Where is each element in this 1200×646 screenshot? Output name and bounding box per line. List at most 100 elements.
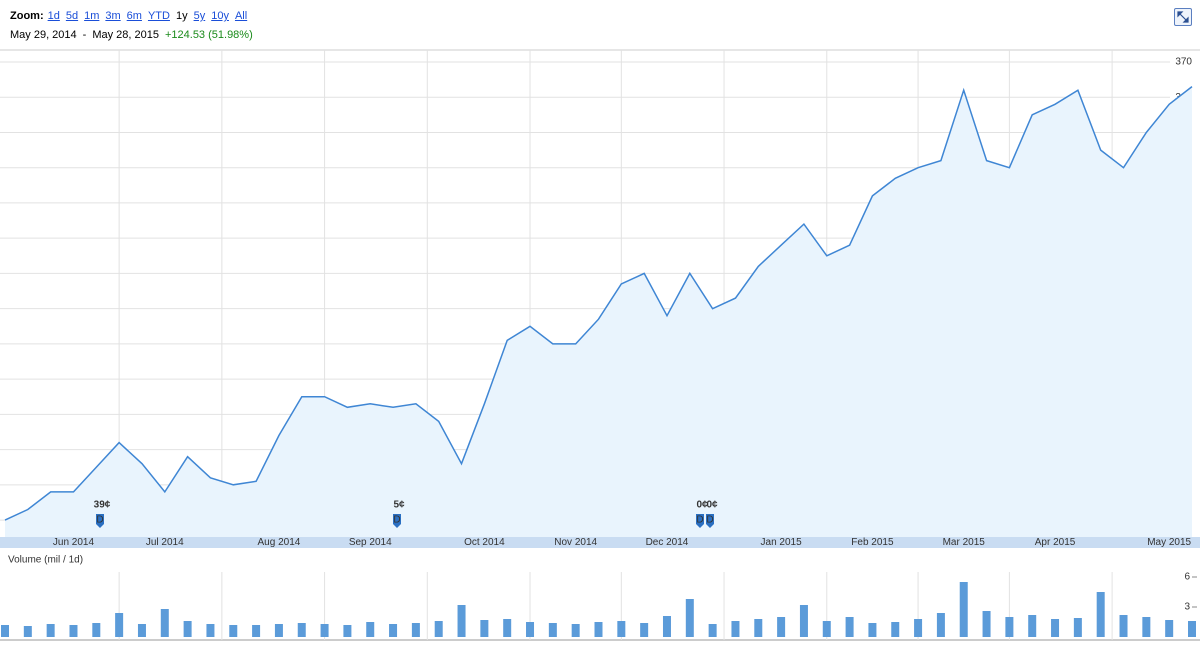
volume-bar	[708, 624, 717, 637]
volume-bar	[617, 621, 626, 637]
volume-bar	[366, 622, 375, 637]
header: Zoom: 1d 5d 1m 3m 6m YTD 1y 5y 10y All May 29, 201…	[0, 0, 1200, 48]
volume-bar	[571, 624, 580, 637]
x-tick-label: Jan 2015	[761, 537, 803, 548]
zoom-label: Zoom:	[10, 10, 44, 22]
dividend-flag-text: D	[96, 515, 103, 526]
y-tick-label: 6	[1184, 572, 1190, 583]
volume-bar	[526, 622, 535, 637]
x-tick-label: Aug 2014	[258, 537, 301, 548]
volume-bar	[115, 613, 124, 637]
dividend-flag	[696, 514, 704, 528]
volume-bar	[160, 609, 169, 637]
dividend-label: 0¢	[696, 500, 708, 511]
volume-bar	[457, 605, 466, 637]
volume-bar	[548, 623, 557, 637]
volume-bar	[914, 619, 923, 637]
volume-bar	[1005, 617, 1014, 637]
x-tick-label: Sep 2014	[349, 537, 392, 548]
volume-bar	[1188, 621, 1196, 637]
volume-bar	[731, 621, 740, 637]
x-tick-label: May 2015	[1147, 537, 1191, 548]
x-tick-label: Feb 2015	[851, 537, 894, 548]
dividend-label: 0¢	[706, 500, 718, 511]
zoom-option[interactable]: 5d	[65, 10, 79, 22]
date-range: May 29, 2014- May 28, 2015 +124.53 (51.98%…	[10, 29, 253, 41]
volume-bar	[822, 621, 831, 637]
volume-bar	[685, 599, 694, 637]
dividend-flag	[706, 514, 714, 528]
volume-bar	[799, 605, 808, 637]
zoom-option[interactable]: 6m	[126, 10, 142, 22]
dividend-flag-text: D	[393, 515, 400, 526]
x-tick-label: Apr 2015	[1035, 537, 1076, 548]
dividend-flag	[96, 514, 104, 528]
volume-bar	[845, 617, 854, 637]
zoom-option[interactable]: 3m	[105, 10, 121, 22]
volume-bar	[503, 619, 512, 637]
volume-bar	[389, 624, 398, 637]
dividend-flag-text: D	[696, 515, 703, 526]
expand-button[interactable]	[1174, 8, 1192, 26]
expand-icon	[1177, 11, 1189, 23]
y-tick-label: 3	[1184, 602, 1190, 613]
volume-bar	[777, 617, 786, 637]
zoom-option[interactable]: YTD	[147, 10, 170, 22]
volume-bar	[1073, 618, 1082, 637]
volume-bar	[982, 611, 991, 637]
end-date: May 28, 2015	[92, 29, 159, 41]
volume-bar	[594, 622, 603, 637]
zoom-option[interactable]: 1m	[84, 10, 100, 22]
volume-bar	[1165, 620, 1174, 637]
dividend-label: 39¢	[94, 500, 111, 511]
dividend-flag	[393, 514, 401, 528]
volume-bar	[183, 621, 192, 637]
dividend-label: 5¢	[393, 500, 405, 511]
zoom-option[interactable]: All	[234, 10, 248, 22]
volume-bar	[434, 621, 443, 637]
x-tick-label: Nov 2014	[554, 537, 597, 548]
icon	[1177, 11, 1189, 23]
x-axis-band	[0, 537, 1200, 548]
volume-bar	[754, 619, 763, 637]
volume-bar	[297, 623, 306, 637]
zoom-option[interactable]: 10y	[211, 10, 229, 22]
volume-bar	[1096, 592, 1105, 637]
change: +124.53 (51.98%)	[164, 29, 253, 41]
price-line	[4, 86, 1193, 521]
volume-bar	[252, 625, 261, 637]
volume-bar	[1, 625, 9, 637]
zoom-option: 1y	[175, 10, 188, 22]
volume-bar	[480, 620, 489, 637]
volume-bar	[343, 625, 352, 637]
volume-bar	[1142, 617, 1151, 637]
volume-bar	[1051, 619, 1060, 637]
volume-bar	[46, 624, 55, 637]
volume-bar	[959, 582, 968, 637]
x-tick-label: Oct 2014	[464, 537, 505, 548]
volume-title: Volume (mil / 1d)	[8, 555, 83, 566]
volume-bar	[936, 613, 945, 637]
zoom-option[interactable]: 5y	[193, 10, 206, 22]
volume-bar	[320, 624, 329, 637]
dividend-flag-text: D	[706, 515, 713, 526]
volume-bar	[1119, 615, 1128, 637]
volume-bar	[411, 623, 420, 637]
y-tick-label: 370	[1175, 57, 1192, 68]
volume-bar	[640, 623, 649, 637]
zoom-option[interactable]: 1d	[47, 10, 60, 22]
volume-bar	[137, 624, 146, 637]
x-tick-label: Jul 2014	[146, 537, 184, 548]
volume-bar	[1028, 615, 1037, 637]
separator: -	[82, 29, 87, 41]
volume-bar	[229, 625, 238, 637]
volume-bar	[69, 625, 78, 637]
area	[5, 86, 1192, 537]
volume-bar	[891, 622, 900, 637]
x-tick-label: Mar 2015	[943, 537, 986, 548]
start-date: May 29, 2014	[10, 29, 77, 41]
volume-bar	[23, 626, 32, 637]
volume-bar	[868, 623, 877, 637]
